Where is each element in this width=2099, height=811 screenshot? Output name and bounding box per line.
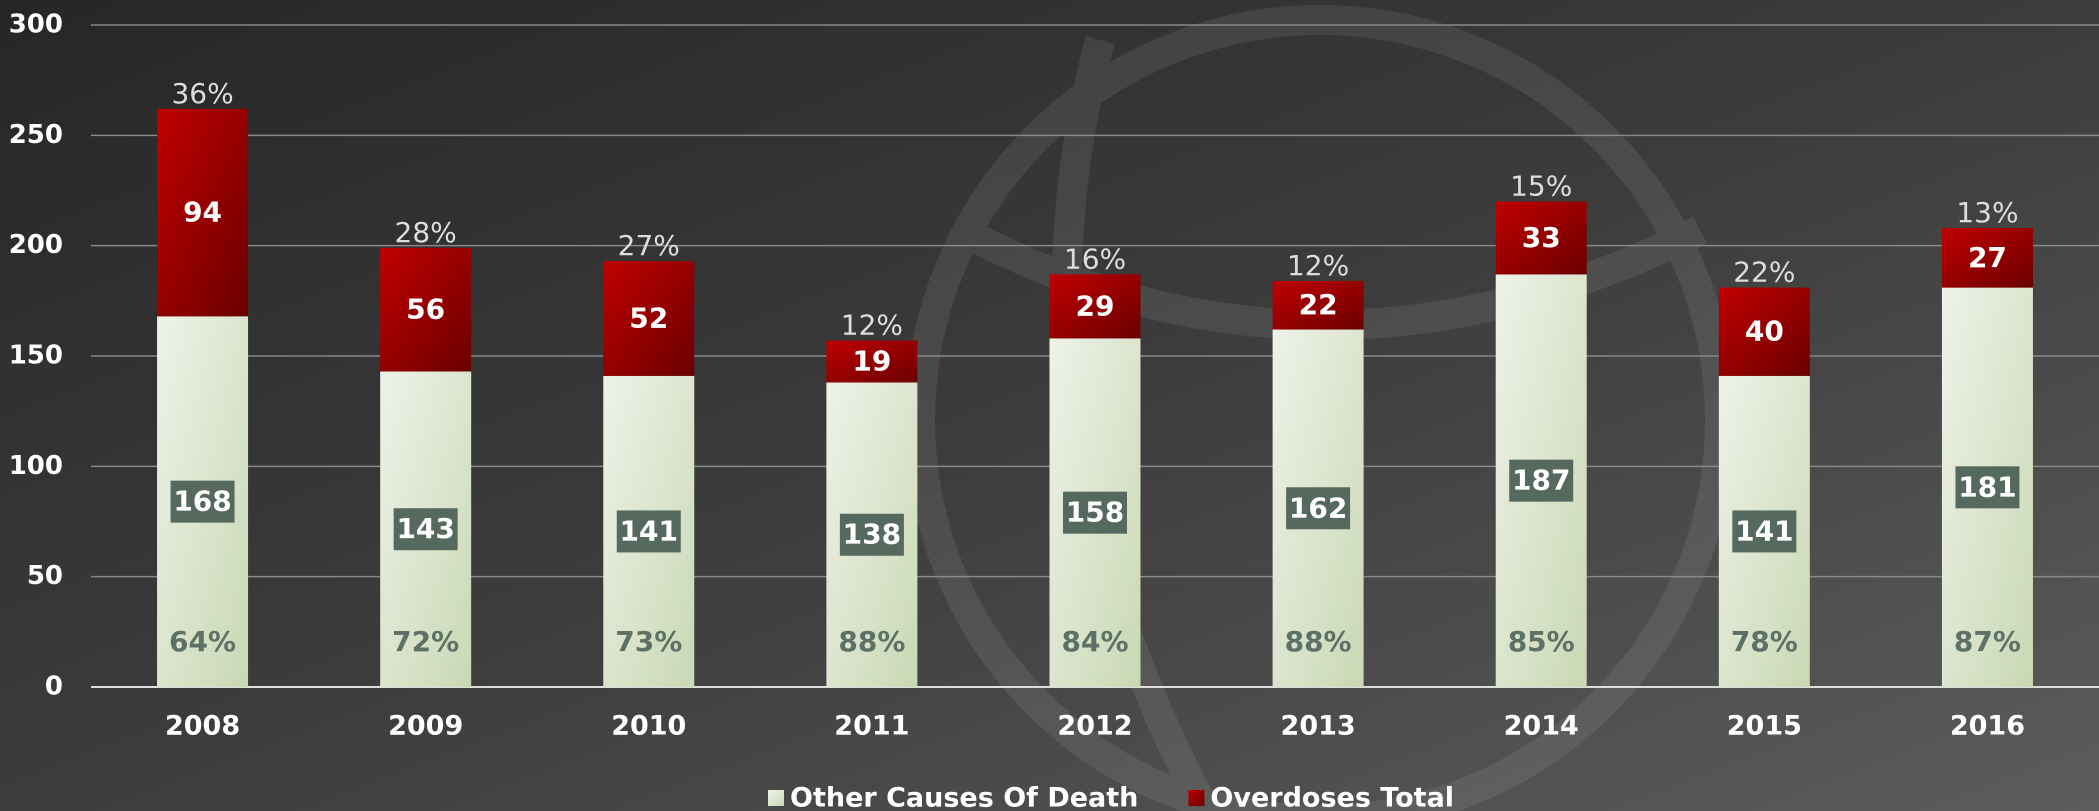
x-tick-label: 2008 xyxy=(165,711,240,742)
bar-segment xyxy=(1941,228,2033,288)
share-label: 64% xyxy=(169,625,236,658)
share-label: 22% xyxy=(1733,256,1795,289)
bar-segment xyxy=(380,247,472,372)
value-label: 33 xyxy=(1522,221,1561,254)
share-label: 88% xyxy=(1285,625,1352,658)
legend-marker xyxy=(768,790,784,806)
share-label: 16% xyxy=(1064,242,1126,275)
value-label: 19 xyxy=(852,345,891,378)
value-label: 187 xyxy=(1512,464,1570,497)
y-tick-label: 0 xyxy=(45,672,63,702)
value-label: 158 xyxy=(1066,496,1124,529)
value-label-box xyxy=(170,480,235,523)
y-tick-label: 150 xyxy=(9,341,63,371)
share-label: 85% xyxy=(1508,625,1575,658)
value-label-box xyxy=(1732,510,1797,553)
y-tick-label: 250 xyxy=(9,120,63,150)
share-label: 87% xyxy=(1954,625,2021,658)
value-label: 138 xyxy=(843,518,901,551)
share-label: 13% xyxy=(1956,196,2018,229)
bar-segment xyxy=(157,108,249,317)
bar-segment xyxy=(1272,280,1364,330)
x-tick-label: 2009 xyxy=(388,711,463,742)
bar-segment xyxy=(603,261,695,376)
share-label: 15% xyxy=(1510,170,1572,203)
x-tick-label: 2012 xyxy=(1057,711,1132,742)
value-label-box xyxy=(616,510,681,553)
x-tick-label: 2010 xyxy=(611,711,686,742)
x-tick-label: 2014 xyxy=(1504,711,1579,742)
value-label-box xyxy=(1286,487,1351,530)
legend-label: Other Causes Of Death xyxy=(790,783,1138,811)
y-tick-label: 50 xyxy=(27,561,63,591)
legend-label: Overdoses Total xyxy=(1210,783,1454,811)
value-label: 168 xyxy=(173,485,231,518)
share-label: 73% xyxy=(615,625,682,658)
value-label: 56 xyxy=(406,293,445,326)
value-label: 162 xyxy=(1289,491,1347,524)
share-label: 72% xyxy=(392,625,459,658)
value-label: 181 xyxy=(1958,470,2016,503)
value-label: 94 xyxy=(183,196,222,229)
bar-segment xyxy=(1049,274,1141,339)
value-label-box xyxy=(1955,466,2020,509)
bar-segment xyxy=(1718,287,1810,376)
share-label: 12% xyxy=(1287,249,1349,282)
share-label: 27% xyxy=(618,229,680,262)
x-tick-label: 2011 xyxy=(834,711,909,742)
bar-segment xyxy=(826,340,918,383)
value-label-box xyxy=(1509,459,1574,502)
legend-marker xyxy=(1188,790,1205,806)
y-tick-label: 100 xyxy=(9,451,63,481)
value-label: 22 xyxy=(1299,288,1338,321)
value-label: 141 xyxy=(620,514,678,547)
share-label: 12% xyxy=(841,309,903,342)
value-label-box xyxy=(839,513,904,556)
value-label: 141 xyxy=(1735,514,1793,547)
value-label: 52 xyxy=(629,301,668,334)
share-label: 28% xyxy=(395,216,457,249)
y-tick-label: 200 xyxy=(9,230,63,260)
value-label: 27 xyxy=(1968,241,2007,274)
x-tick-label: 2015 xyxy=(1727,711,1802,742)
value-label: 40 xyxy=(1745,315,1784,348)
value-label: 143 xyxy=(396,512,454,545)
share-label: 78% xyxy=(1731,625,1798,658)
value-label-box xyxy=(1063,491,1127,534)
bar-segment xyxy=(1495,201,1587,275)
share-label: 84% xyxy=(1061,625,1128,658)
y-tick-label: 300 xyxy=(9,10,63,40)
share-label: 36% xyxy=(171,77,233,110)
x-tick-label: 2013 xyxy=(1281,711,1356,742)
share-label: 88% xyxy=(838,625,905,658)
x-tick-label: 2016 xyxy=(1950,711,2025,742)
value-label-box xyxy=(393,508,458,551)
value-label: 29 xyxy=(1076,289,1115,322)
